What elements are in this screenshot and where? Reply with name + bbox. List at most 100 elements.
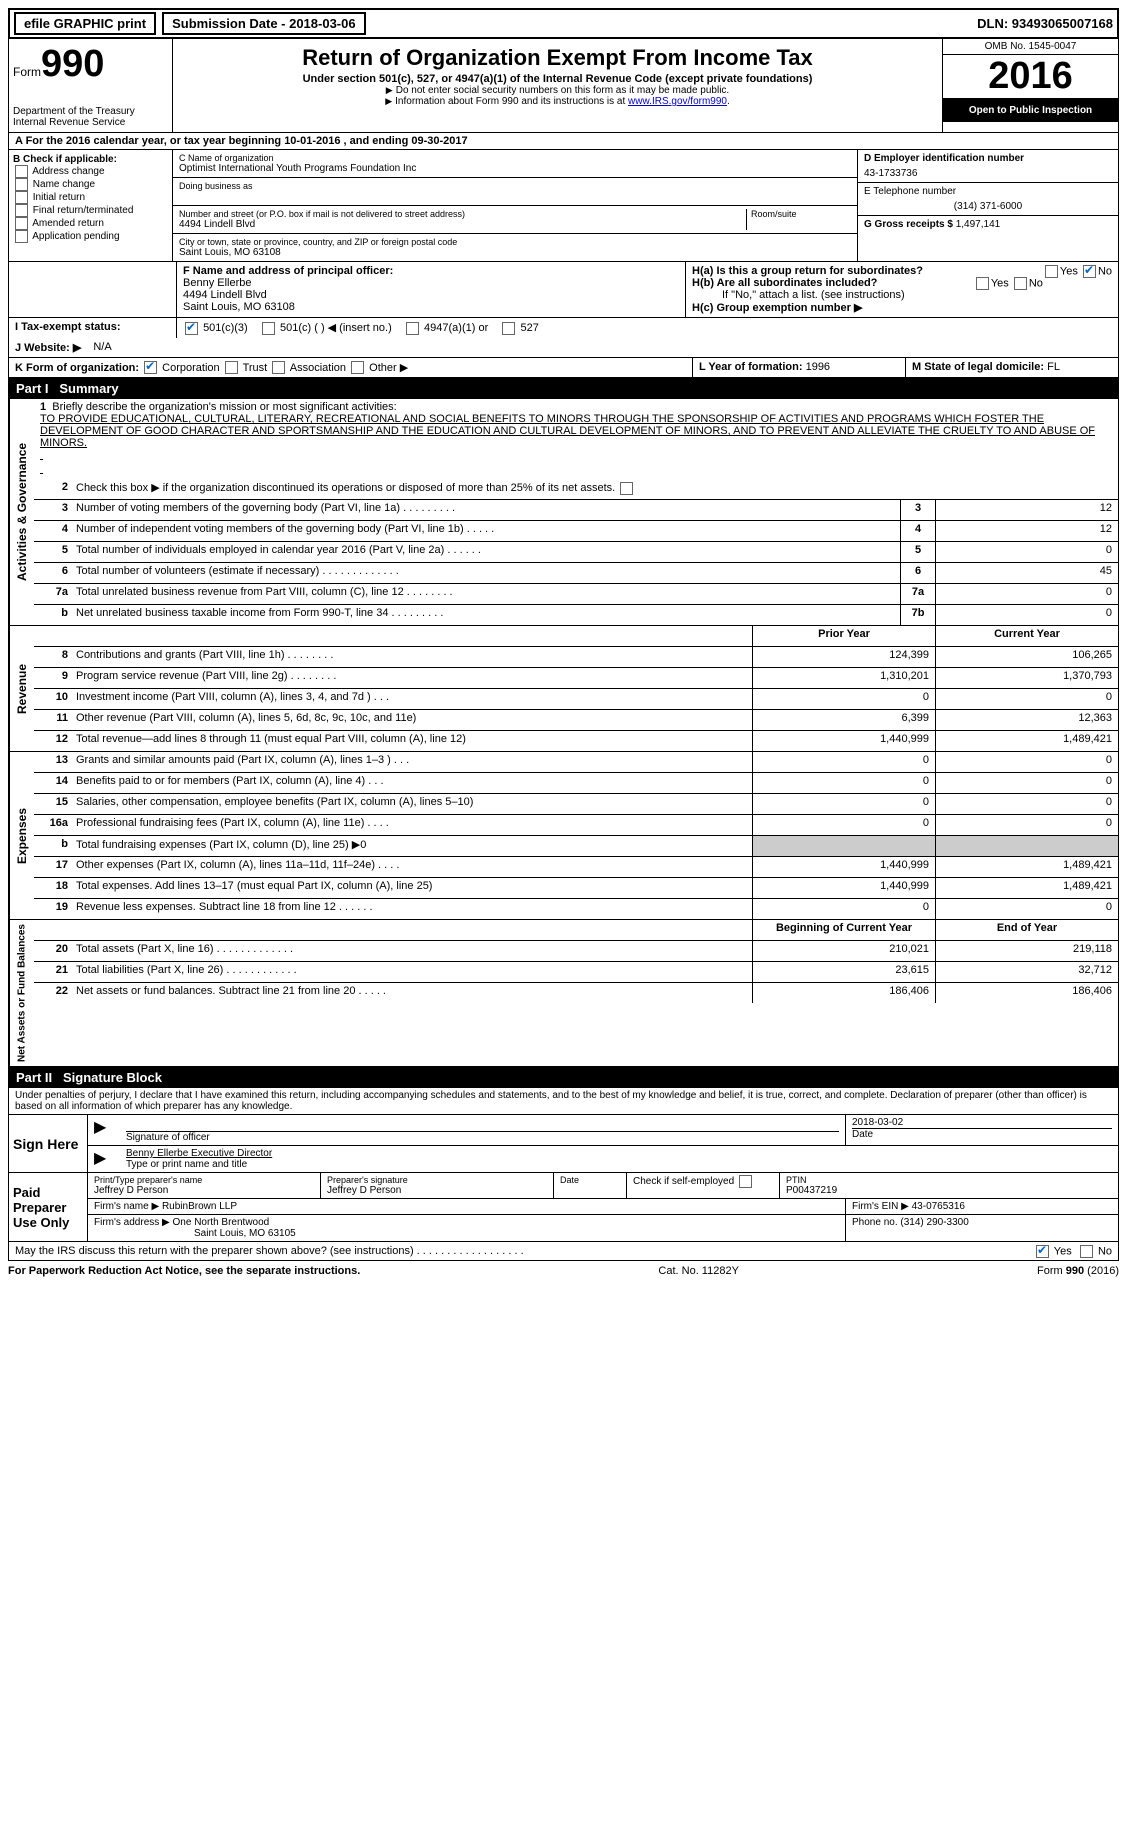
i-501c[interactable] xyxy=(262,322,275,335)
b-item-4: Amended return xyxy=(32,218,104,229)
paid-label: Paid Preparer Use Only xyxy=(9,1173,88,1241)
no-label: No xyxy=(1098,265,1112,277)
tax-year: 2016 xyxy=(943,55,1118,99)
prep-name-label: Print/Type preparer's name xyxy=(94,1175,314,1185)
firm-phone: (314) 290-3300 xyxy=(900,1217,968,1228)
efile-button[interactable]: efile GRAPHIC print xyxy=(14,12,156,35)
i-4947[interactable] xyxy=(406,322,419,335)
org-name: Optimist International Youth Programs Fo… xyxy=(179,163,851,174)
part1-header: Part I Summary xyxy=(8,378,1119,399)
form-label: Form xyxy=(13,65,41,79)
ptin-label: PTIN xyxy=(786,1175,1112,1185)
check-final-return[interactable] xyxy=(15,204,28,217)
firm-ein-label: Firm's EIN ▶ xyxy=(852,1201,909,1212)
gross-value: 1,497,141 xyxy=(956,219,1001,230)
summary-line: 3Number of voting members of the governi… xyxy=(34,500,1118,521)
check-initial-return[interactable] xyxy=(15,191,28,204)
irs-link[interactable]: www.IRS.gov/form990 xyxy=(628,96,727,107)
column-c: C Name of organization Optimist Internat… xyxy=(173,150,857,261)
summary-line: 16aProfessional fundraising fees (Part I… xyxy=(34,815,1118,836)
discuss-no[interactable] xyxy=(1080,1245,1093,1258)
expenses-section: Expenses 13Grants and similar amounts pa… xyxy=(8,752,1119,920)
summary-line: 14Benefits paid to or for members (Part … xyxy=(34,773,1118,794)
perjury-text: Under penalties of perjury, I declare th… xyxy=(8,1088,1119,1115)
row-f-h: F Name and address of principal officer:… xyxy=(8,262,1119,318)
i-o3: 4947(a)(1) or xyxy=(424,322,488,334)
no-label-2: No xyxy=(1029,277,1043,289)
ha-yes[interactable] xyxy=(1045,265,1058,278)
firm-addr2: Saint Louis, MO 63105 xyxy=(94,1228,839,1239)
k-trust[interactable] xyxy=(225,361,238,374)
m-label: M State of legal domicile: xyxy=(912,361,1044,373)
part2-label: Part II xyxy=(16,1070,52,1085)
activities-governance: Activities & Governance 1 Briefly descri… xyxy=(8,399,1119,626)
part1-title: Summary xyxy=(59,381,118,396)
k-o1: Corporation xyxy=(162,362,219,374)
check-address-change[interactable] xyxy=(15,165,28,178)
k-corp[interactable] xyxy=(144,361,157,374)
row-j: J Website: ▶ N/A xyxy=(8,338,1119,358)
hb-no[interactable] xyxy=(1014,277,1027,290)
footer-pre: Form xyxy=(1037,1265,1066,1277)
m-value: FL xyxy=(1047,361,1060,373)
i-o1: 501(c)(3) xyxy=(203,322,248,334)
current-year-header: Current Year xyxy=(935,626,1118,646)
form-title: Return of Organization Exempt From Incom… xyxy=(181,45,934,71)
check-name-change[interactable] xyxy=(15,178,28,191)
column-d: D Employer identification number 43-1733… xyxy=(857,150,1118,261)
prep-sig: Jeffrey D Person xyxy=(327,1185,547,1196)
k-other[interactable] xyxy=(351,361,364,374)
hb-yes[interactable] xyxy=(976,277,989,290)
i-527[interactable] xyxy=(502,322,515,335)
c-addr-label: Number and street (or P.O. box if mail i… xyxy=(179,209,746,219)
summary-line: 15Salaries, other compensation, employee… xyxy=(34,794,1118,815)
submission-date-button[interactable]: Submission Date - 2018-03-06 xyxy=(162,12,366,35)
ha-no[interactable] xyxy=(1083,265,1096,278)
end-year-header: End of Year xyxy=(935,920,1118,940)
irs-label: Internal Revenue Service xyxy=(13,117,168,128)
prep-sig-label: Preparer's signature xyxy=(327,1175,547,1185)
section-bcd: B Check if applicable: Address change Na… xyxy=(8,150,1119,262)
mission-label: Briefly describe the organization's miss… xyxy=(52,401,396,413)
f-label: F Name and address of principal officer: xyxy=(183,265,679,277)
firm-phone-label: Phone no. xyxy=(852,1217,898,1228)
i-o2: 501(c) ( ) ◀ (insert no.) xyxy=(280,322,392,334)
org-address: 4494 Lindell Blvd xyxy=(179,219,746,230)
paid-preparer-block: Paid Preparer Use Only Print/Type prepar… xyxy=(8,1173,1119,1242)
check-amended-return[interactable] xyxy=(15,217,28,230)
org-city: Saint Louis, MO 63108 xyxy=(179,247,851,258)
discuss-yes[interactable] xyxy=(1036,1245,1049,1258)
self-text: Check if self-employed xyxy=(633,1176,734,1187)
summary-line: 9Program service revenue (Part VIII, lin… xyxy=(34,668,1118,689)
footer-right: Form 990 (2016) xyxy=(1037,1265,1119,1277)
summary-line: 5Total number of individuals employed in… xyxy=(34,542,1118,563)
summary-line: 8Contributions and grants (Part VIII, li… xyxy=(34,647,1118,668)
f-name: Benny Ellerbe xyxy=(183,277,679,289)
open-inspection: Open to Public Inspection xyxy=(943,99,1118,122)
discuss-yes-label: Yes xyxy=(1054,1246,1072,1258)
b-item-0: Address change xyxy=(32,166,104,177)
dept-label: Department of the Treasury xyxy=(13,106,168,117)
footer-form: 990 xyxy=(1066,1265,1084,1277)
type-name-label: Type or print name and title xyxy=(126,1159,1112,1170)
phone-value: (314) 371-6000 xyxy=(864,201,1112,212)
page-footer: For Paperwork Reduction Act Notice, see … xyxy=(8,1261,1119,1281)
summary-line: 21Total liabilities (Part X, line 26) . … xyxy=(34,962,1118,983)
form-number: 990 xyxy=(41,43,104,85)
c-dba-label: Doing business as xyxy=(179,181,851,191)
part1-label: Part I xyxy=(16,381,49,396)
hb-label: H(b) Are all subordinates included? xyxy=(692,277,877,289)
check-application-pending[interactable] xyxy=(15,230,28,243)
firm-name: RubinBrown LLP xyxy=(162,1201,237,1212)
i-501c3[interactable] xyxy=(185,322,198,335)
summary-line: 7aTotal unrelated business revenue from … xyxy=(34,584,1118,605)
self-check[interactable] xyxy=(739,1175,752,1188)
note-info-pre: Information about Form 990 and its instr… xyxy=(395,96,628,107)
discuss-text: May the IRS discuss this return with the… xyxy=(15,1245,524,1257)
discuss-row: May the IRS discuss this return with the… xyxy=(8,1242,1119,1261)
summary-line: 18Total expenses. Add lines 13–17 (must … xyxy=(34,878,1118,899)
k-o2: Trust xyxy=(243,362,268,374)
hc-label: H(c) Group exemption number ▶ xyxy=(692,301,1112,314)
k-assoc[interactable] xyxy=(272,361,285,374)
line2-check[interactable] xyxy=(620,482,633,495)
